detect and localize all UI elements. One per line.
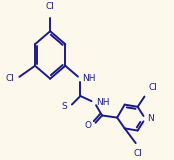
Text: Cl: Cl bbox=[6, 74, 15, 83]
Text: N: N bbox=[147, 114, 154, 123]
Text: S: S bbox=[62, 102, 68, 111]
Text: Cl: Cl bbox=[148, 83, 157, 92]
Text: NH: NH bbox=[97, 98, 110, 107]
Text: NH: NH bbox=[83, 74, 96, 83]
Text: Cl: Cl bbox=[46, 2, 55, 11]
Text: Cl: Cl bbox=[133, 149, 142, 158]
Text: O: O bbox=[84, 121, 91, 130]
